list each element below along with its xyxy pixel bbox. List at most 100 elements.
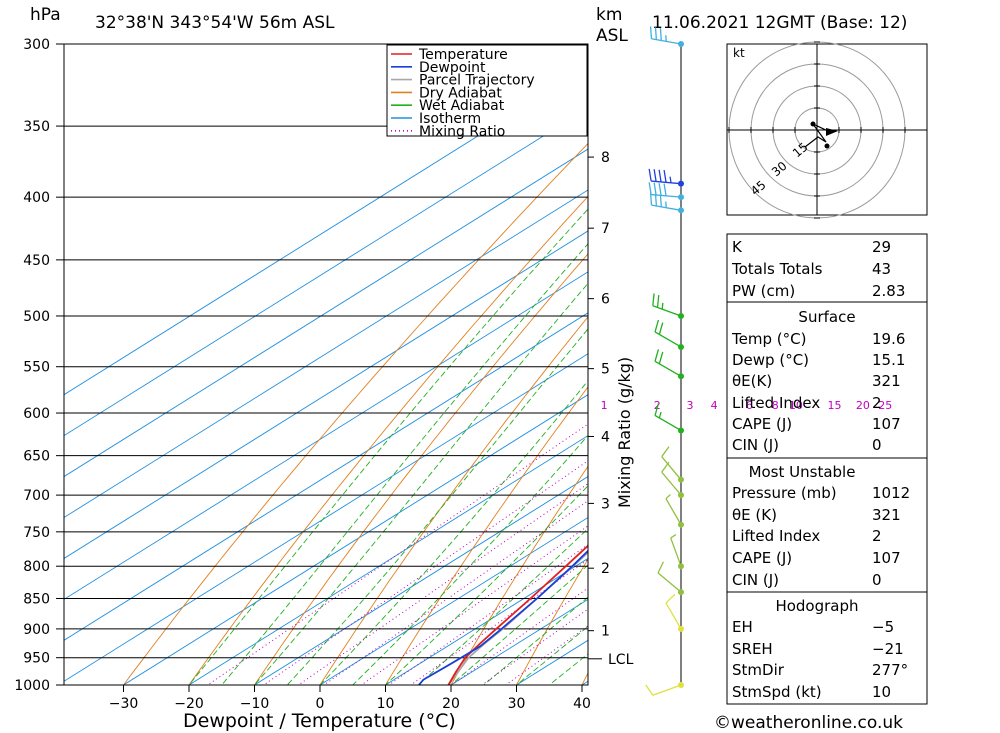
surface-row-value: 15.1 [872, 351, 905, 369]
pressure-tick-label: 300 [23, 37, 50, 53]
isotherm-line [64, 271, 588, 600]
hodograph-table-title: Hodograph [775, 597, 858, 615]
legend-entry: Temperature [418, 47, 508, 63]
mixing-ratio-tick-label: 15 [828, 399, 842, 412]
totals-totals-label: Totals Totals [731, 260, 823, 278]
pressure-tick-label: 950 [23, 651, 50, 667]
info-tables: K 29 Totals Totals 43 PW (cm) 2.83 Surfa… [726, 233, 928, 705]
km-unit-label: km [596, 5, 622, 25]
isotherm-line [253, 476, 588, 685]
hodo-row-label: StmSpd (kt) [732, 683, 822, 701]
plot-frame [63, 43, 589, 686]
temperature-tick-label: 20 [442, 696, 460, 712]
dry-adiabat-line [450, 465, 588, 685]
temperature-tick-label: −10 [240, 696, 270, 712]
pw-label: PW (cm) [732, 282, 795, 300]
dewpoint-line [418, 549, 588, 685]
pressure-tick-label: 1000 [14, 678, 50, 694]
isotherm-line [64, 353, 588, 682]
hodo-row-label: SREH [732, 640, 773, 658]
isotherm-line [64, 312, 588, 641]
mu-row-value: 2 [872, 527, 882, 545]
wind-barb-staff [665, 498, 682, 526]
wind-barb-staff [665, 602, 682, 630]
legend-entry: Wet Adiabat [419, 98, 505, 114]
hodo-row-value: 10 [872, 683, 891, 701]
wind-barb-half-flag [658, 411, 662, 419]
isotherm-line [122, 394, 588, 685]
surface-row-label: Dewp (°C) [732, 351, 809, 369]
legend-entry: Isotherm [419, 111, 481, 127]
km-tick-label: 7 [601, 221, 610, 237]
wind-barb-flag [658, 351, 664, 364]
datetime-label: 11.06.2021 12GMT (Base: 12) [652, 13, 907, 33]
wet-adiabat-line [253, 282, 588, 685]
km-tick-label: 1 [601, 624, 610, 640]
mixing-ratio-line [360, 525, 588, 685]
surface-title: Surface [798, 308, 855, 326]
pressure-tick-label: 550 [23, 360, 50, 376]
surface-row-label: Temp (°C) [731, 330, 806, 348]
surface-row-label: CAPE (J) [732, 415, 792, 433]
wind-barb-flag [658, 322, 664, 335]
pressure-tick-label: 450 [23, 253, 50, 269]
wind-barb-flag [657, 561, 665, 574]
mu-row-value: 321 [872, 506, 901, 524]
wind-barb-flag [658, 183, 662, 196]
mixing-ratio-tick-label: 10 [789, 399, 803, 412]
credit-link[interactable]: ©weatheronline.co.uk [714, 713, 903, 733]
wind-barb-staff [657, 572, 682, 593]
wind-barb-flag [654, 403, 660, 416]
pressure-tick-label: 900 [23, 622, 50, 638]
legend-entry: Parcel Trajectory [419, 73, 535, 89]
isotherm-line [64, 148, 588, 478]
temperature-tick-label: 40 [573, 696, 591, 712]
wind-barb-flag [649, 26, 653, 39]
wet-adiabat-line [483, 596, 588, 685]
surface-row-label: θE(K) [732, 372, 772, 390]
hpa-unit-label: hPa [30, 5, 61, 25]
isotherm-line [188, 435, 588, 685]
wind-barb-flag [653, 169, 657, 182]
legend-entry: Dry Adiabat [419, 85, 502, 101]
storm-motion-marker [826, 128, 838, 136]
wind-barb-flag [663, 183, 667, 196]
wind-barb-flag [653, 182, 657, 196]
mu-row-label: CIN (J) [732, 571, 779, 589]
temperature-tick-label: −20 [174, 696, 204, 712]
mu-row-value: 107 [872, 549, 901, 567]
wind-barb-flag [659, 194, 662, 207]
wind-barb-staff [670, 537, 682, 567]
km-tick-label: 3 [601, 496, 610, 512]
surface-row-label: CIN (J) [732, 436, 779, 454]
temperature-tick-label: 0 [316, 696, 325, 712]
plot-area [64, 44, 588, 685]
wind-barb-flag [661, 461, 670, 473]
pressure-tick-label: 350 [23, 119, 50, 135]
wind-barb-flag [652, 293, 655, 306]
mixing-ratio-line [206, 423, 588, 685]
mu-row-value: 1012 [872, 484, 910, 502]
surface-row-value: 321 [872, 372, 901, 390]
pressure-ticks: 300 350 400 450 500 550 600 650 700 750 800 850 900 9… [14, 37, 64, 694]
mixing-ratio-tick-label: 3 [687, 399, 694, 412]
wet-adiabat-line [450, 564, 588, 685]
hodo-row-label: EH [732, 618, 753, 636]
k-index-label: K [732, 238, 743, 256]
wind-barb-flag [648, 182, 652, 195]
pw-value: 2.83 [872, 282, 905, 300]
mixing-ratio-tick-label: 25 [878, 399, 892, 412]
temperature-tick-label: 10 [377, 696, 395, 712]
wind-barb-half-flag [670, 534, 677, 539]
pressure-tick-label: 700 [23, 488, 50, 504]
km-tick-label: 4 [601, 429, 610, 445]
wind-barb-flag [654, 193, 658, 207]
hodograph-unit: kt [733, 46, 745, 60]
wind-barbs [645, 26, 684, 696]
wind-barb-staff [661, 456, 682, 481]
wind-barb-flag [665, 593, 676, 604]
pressure-tick-label: 750 [23, 525, 50, 541]
